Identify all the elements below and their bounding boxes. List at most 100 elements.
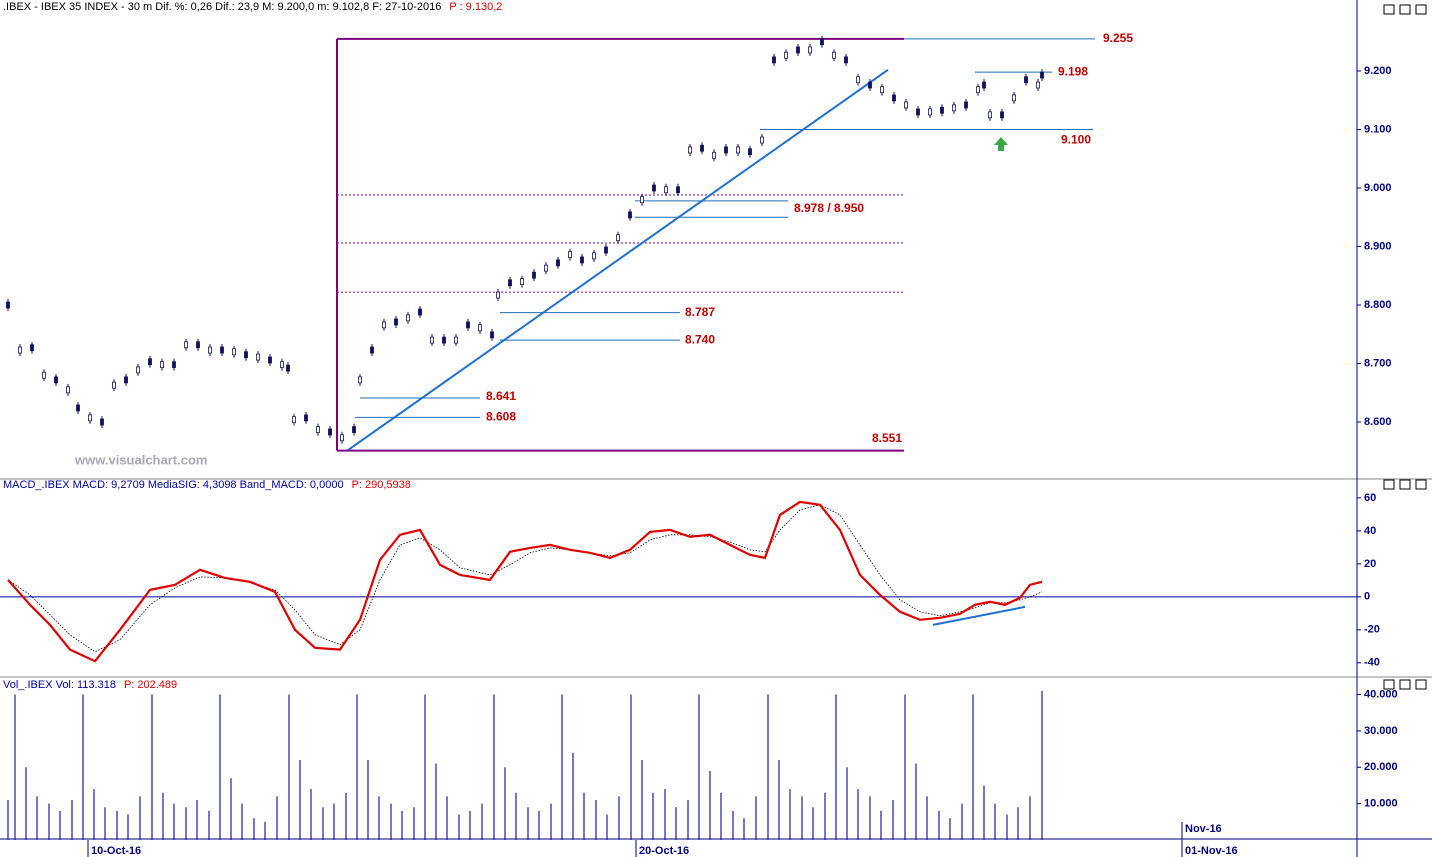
candle (808, 46, 812, 54)
candle (208, 346, 212, 354)
y-tick-label: -40 (1364, 657, 1380, 669)
price-header: .IBEX - IBEX 35 INDEX - 30 m Dif. %: 0,2… (3, 1, 441, 13)
candle (1040, 71, 1044, 79)
candle (490, 331, 494, 339)
y-tick-label: 60 (1364, 492, 1376, 504)
series-line (7, 500, 1043, 663)
y-tick-label: 8.800 (1364, 299, 1392, 311)
candle (394, 318, 398, 326)
candle (724, 146, 728, 154)
candle (304, 414, 308, 422)
candle (172, 361, 176, 369)
candle (418, 308, 422, 316)
candle (820, 38, 824, 46)
candle (370, 346, 374, 354)
candle (856, 76, 860, 84)
candle (676, 186, 680, 194)
candle (18, 346, 22, 354)
candle (196, 341, 200, 349)
y-tick-label: -20 (1364, 624, 1380, 636)
candle (976, 86, 980, 94)
level-label: 8.641 (486, 389, 516, 403)
candle (406, 314, 410, 322)
candle (244, 351, 248, 359)
candle (844, 56, 848, 64)
candle (688, 146, 692, 154)
candle (148, 358, 152, 366)
candle (544, 264, 548, 272)
panel-buttons[interactable] (1383, 4, 1427, 690)
trendline (932, 605, 1026, 626)
candle (928, 108, 932, 116)
candle (868, 81, 872, 89)
candle (880, 86, 884, 94)
candle (442, 336, 446, 344)
candle (616, 234, 620, 242)
candle (982, 81, 986, 89)
level-label: 8.787 (685, 305, 715, 319)
candle (66, 386, 70, 394)
candle (1000, 111, 1004, 119)
candle (700, 144, 704, 152)
candle (556, 259, 560, 267)
candle (748, 148, 752, 156)
candle (42, 371, 46, 379)
candle (496, 291, 500, 299)
x-tick-label: 01-Nov-16 (1185, 845, 1238, 857)
watermark: www.visualchart.com (74, 452, 207, 467)
candle (592, 252, 596, 260)
candle (1012, 94, 1016, 102)
price-header-last: P : 9.130,2 (449, 1, 502, 13)
candle (520, 278, 524, 286)
macd-header: MACD_.IBEX MACD: 9,2709 MediaSIG: 4,3098… (3, 479, 344, 491)
candle (940, 106, 944, 114)
candle (904, 101, 908, 109)
up-arrow (994, 137, 1008, 151)
candle (832, 51, 836, 59)
candle (124, 376, 128, 384)
x-tick-label: 10-Oct-16 (91, 845, 141, 857)
candle (988, 111, 992, 119)
y-tick-label: 9.100 (1364, 123, 1392, 135)
candle (112, 381, 116, 389)
y-tick-label: 40 (1364, 525, 1376, 537)
macd-header-last: P: 290,5938 (352, 479, 411, 491)
candle (454, 336, 458, 344)
candle (280, 361, 284, 369)
candle (508, 279, 512, 287)
candle (532, 271, 536, 279)
candle (712, 151, 716, 159)
candle (76, 404, 80, 412)
candle (220, 346, 224, 354)
x-tick-label: 20-Oct-16 (639, 845, 689, 857)
candle (640, 196, 644, 204)
candle (328, 428, 332, 436)
candle (160, 361, 164, 369)
candle (604, 246, 608, 254)
level-label: 8.978 / 8.950 (794, 201, 864, 215)
candle (580, 256, 584, 264)
candle (292, 416, 296, 424)
candle (892, 94, 896, 102)
candle (184, 341, 188, 349)
candle (54, 376, 58, 384)
y-tick-label: 20.000 (1364, 761, 1398, 773)
month-tick-label: Nov-16 (1185, 823, 1222, 835)
candle (478, 324, 482, 332)
candle (952, 104, 956, 112)
y-tick-label: 8.700 (1364, 357, 1392, 369)
y-tick-label: 9.200 (1364, 65, 1392, 77)
y-tick-label: 40.000 (1364, 688, 1398, 700)
candle (6, 301, 10, 309)
level-label: 9.255 (1103, 31, 1133, 45)
candle (1024, 76, 1028, 84)
candle (760, 136, 764, 144)
y-tick-label: 20 (1364, 558, 1376, 570)
level-label: 8.608 (486, 409, 516, 423)
candle (100, 418, 104, 426)
candle (256, 353, 260, 361)
candle (1036, 81, 1040, 89)
candle (88, 414, 92, 422)
y-tick-label: 10.000 (1364, 798, 1398, 810)
